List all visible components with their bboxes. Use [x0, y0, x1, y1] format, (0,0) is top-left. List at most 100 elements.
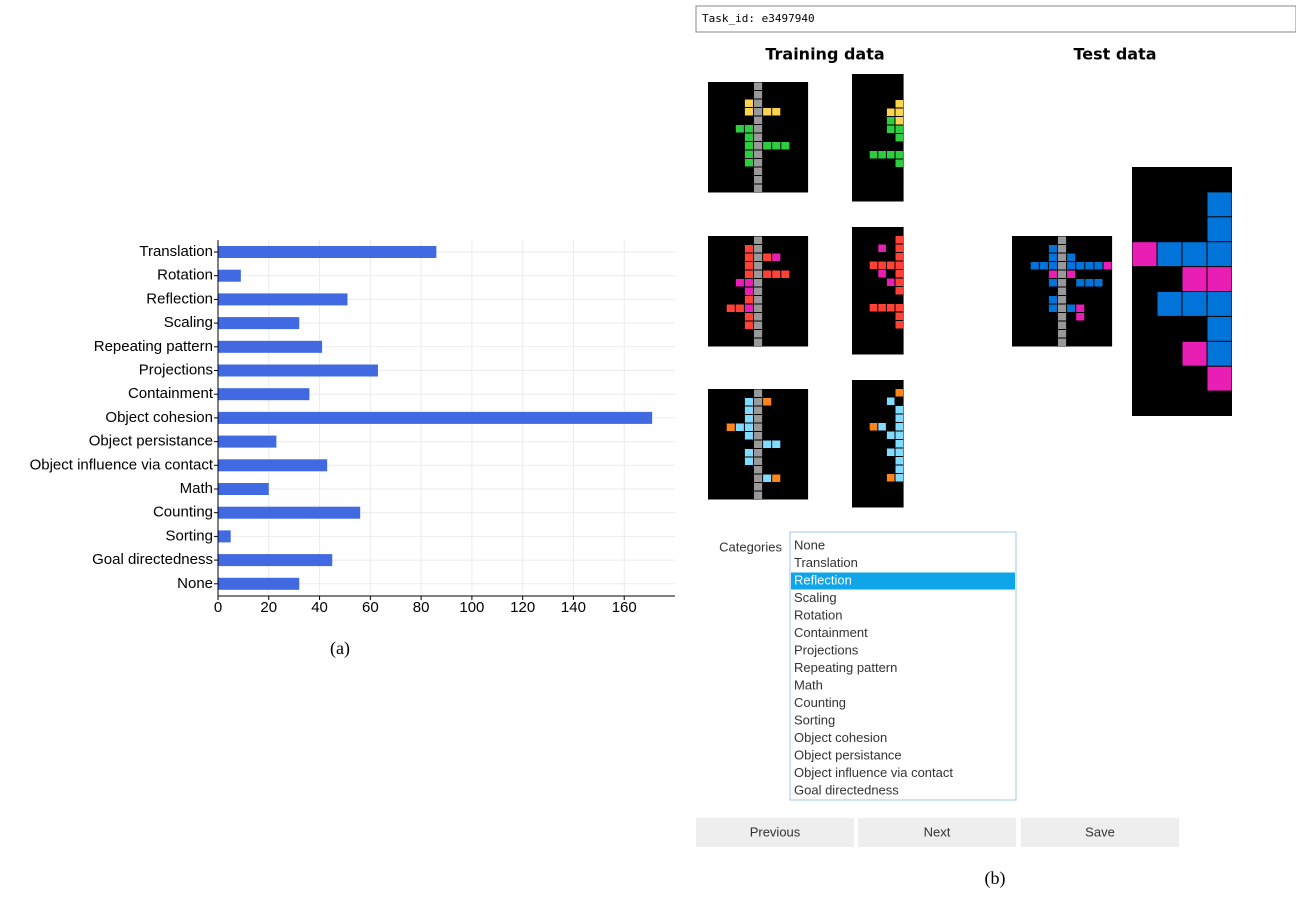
- grid-cell: [895, 100, 904, 108]
- grid-cell: [895, 108, 904, 116]
- category-option[interactable]: Translation: [794, 555, 858, 570]
- grid-cell: [1048, 262, 1057, 270]
- y-tick-label: Goal directedness: [92, 551, 213, 568]
- category-option[interactable]: Scaling: [794, 590, 837, 605]
- grid-cell: [886, 278, 895, 286]
- grid-cell: [895, 159, 904, 167]
- y-tick-label: Translation: [139, 243, 213, 260]
- x-tick-label: 140: [561, 599, 586, 616]
- button-label[interactable]: Previous: [750, 824, 801, 839]
- grid-cell: [886, 261, 895, 269]
- grid-cell: [744, 125, 753, 133]
- grid-cell: [1207, 292, 1232, 316]
- categories-label: Categories: [719, 539, 782, 554]
- bar: [218, 293, 348, 306]
- y-tick-label: Rotation: [157, 267, 213, 284]
- grid-cell: [763, 474, 772, 482]
- grid-cell: [763, 253, 772, 261]
- grid-cell: [895, 270, 904, 278]
- grid-cell: [754, 389, 763, 397]
- category-option[interactable]: Object persistance: [794, 747, 902, 762]
- grid-cell: [1048, 245, 1057, 253]
- button-label[interactable]: Next: [924, 824, 951, 839]
- grid-cell: [754, 279, 763, 287]
- x-tick-label: 0: [214, 599, 222, 616]
- grid-cell: [1058, 330, 1067, 338]
- category-option[interactable]: None: [794, 537, 825, 552]
- grid-cell: [772, 142, 781, 150]
- grid-cell: [754, 398, 763, 406]
- grid-cell: [1030, 262, 1039, 270]
- y-tick-label: Reflection: [146, 290, 213, 307]
- grid-cell: [895, 244, 904, 252]
- grid-cell: [763, 270, 772, 278]
- category-option[interactable]: Projections: [794, 642, 859, 657]
- grid-cell: [1076, 262, 1085, 270]
- grid-cell: [1039, 262, 1048, 270]
- button[interactable]: [1021, 818, 1179, 847]
- grid-cell: [744, 142, 753, 150]
- grid-cell: [781, 270, 790, 278]
- grid-cell: [1182, 341, 1207, 366]
- grid-cell: [886, 304, 895, 312]
- grid-cell: [754, 99, 763, 107]
- grid-cell: [744, 296, 753, 304]
- grid-cell: [1094, 262, 1103, 270]
- grid-cell: [744, 457, 753, 465]
- grid-cell: [1058, 313, 1067, 321]
- grid-cell: [886, 151, 895, 159]
- grid-cell: [754, 159, 763, 167]
- grid-cell: [1067, 270, 1076, 278]
- grid-cell: [869, 261, 878, 269]
- y-tick-label: None: [177, 575, 213, 592]
- button-label[interactable]: Save: [1085, 824, 1115, 839]
- y-tick-label: Object influence via contact: [30, 456, 214, 473]
- category-option[interactable]: Object influence via contact: [794, 765, 953, 780]
- category-option[interactable]: Sorting: [794, 712, 835, 727]
- bar: [218, 554, 333, 567]
- grid-cell: [895, 457, 904, 465]
- y-tick-label: Containment: [128, 385, 214, 402]
- button[interactable]: [858, 818, 1016, 847]
- category-option[interactable]: Containment: [794, 625, 868, 640]
- category-option[interactable]: Rotation: [794, 607, 842, 622]
- category-option[interactable]: Counting: [794, 695, 846, 710]
- bar: [218, 269, 241, 282]
- grid-cell: [1058, 287, 1067, 295]
- grid-cell: [754, 321, 763, 329]
- grid-cell: [726, 304, 735, 312]
- grid-cell: [744, 253, 753, 261]
- grid-cell: [754, 415, 763, 423]
- grid-cell: [772, 253, 781, 261]
- grid-cell: [895, 261, 904, 269]
- category-option[interactable]: Repeating pattern: [794, 660, 897, 675]
- category-option[interactable]: Object cohesion: [794, 730, 887, 745]
- grid-cell: [754, 91, 763, 99]
- grid-cell: [895, 125, 904, 133]
- grid-cell: [772, 474, 781, 482]
- grid-cell: [878, 423, 886, 431]
- grid-cell: [744, 279, 753, 287]
- category-option[interactable]: Math: [794, 677, 823, 692]
- grid-cell: [1207, 316, 1232, 341]
- grid-cell: [754, 108, 763, 116]
- grid-cell: [1103, 262, 1112, 270]
- grid-cell: [1076, 304, 1085, 312]
- x-tick-label: 160: [612, 599, 637, 616]
- grid-cell: [763, 142, 772, 150]
- grid-cell: [1076, 313, 1085, 321]
- grid-cell: [1094, 279, 1103, 287]
- grid-cell: [744, 262, 753, 270]
- category-option[interactable]: Goal directedness: [794, 782, 899, 797]
- grid-cell: [886, 474, 895, 482]
- grid-cell: [1048, 279, 1057, 287]
- category-option[interactable]: Reflection: [794, 572, 852, 587]
- bar: [218, 317, 300, 330]
- grid-cell: [744, 99, 753, 107]
- grid-cell: [895, 151, 904, 159]
- button[interactable]: [696, 818, 854, 847]
- grid-cell: [895, 389, 904, 397]
- grid-cell: [744, 245, 753, 253]
- grid-cell: [744, 270, 753, 278]
- test-title: Test data: [1073, 45, 1156, 64]
